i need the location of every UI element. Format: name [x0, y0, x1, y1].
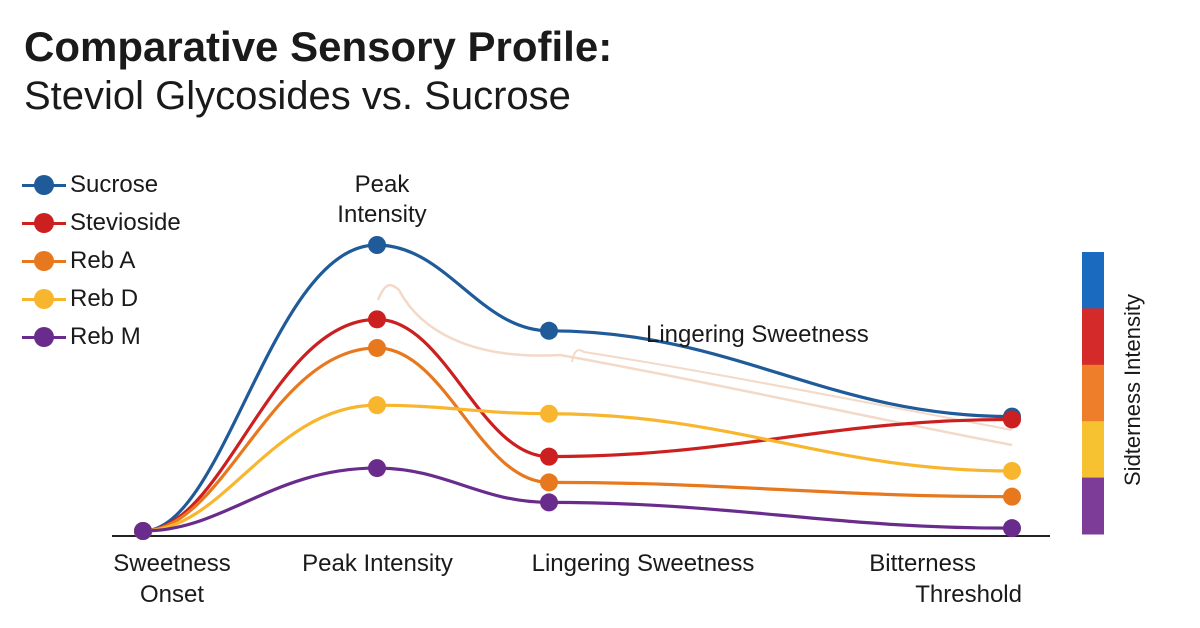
legend-label: Stevioside: [70, 209, 181, 236]
data-point-reb-a-1: [368, 338, 386, 357]
data-point-reb-m-2: [540, 493, 558, 512]
colorbar-segment: [1082, 364, 1104, 422]
legend-dot: [34, 175, 54, 195]
series-line-reb-d: [141, 403, 1014, 533]
tick-label-onset-line1: Sweetness: [113, 550, 231, 577]
data-point-stevioside-1: [368, 310, 386, 329]
series-line-sucrose: [141, 243, 1014, 533]
legend-item-reb-m: Reb M: [22, 318, 181, 356]
data-point-reb-a-2: [540, 473, 558, 492]
chart-title: Comparative Sensory Profile:: [24, 23, 613, 70]
legend: Sucrose Stevioside Reb A Reb D Reb M: [22, 166, 181, 356]
annotation-lingering: Lingering Sweetness: [646, 321, 869, 348]
data-points: [134, 236, 1021, 540]
title-block: Comparative Sensory Profile: Steviol Gly…: [24, 22, 612, 120]
colorbar-label-text: Sidterness Intensity: [1120, 294, 1146, 486]
legend-label: Reb A: [70, 247, 136, 274]
data-point-reb-d-2: [540, 404, 558, 423]
data-point-sucrose-1: [368, 236, 386, 254]
data-point-reb-m-3: [1003, 519, 1021, 538]
ghost-curves: [376, 284, 1013, 447]
data-point-reb-m-1: [368, 459, 386, 478]
legend-key-reb-m: [22, 327, 70, 347]
legend-label: Reb D: [70, 285, 139, 312]
legend-dot: [34, 327, 54, 347]
colorbar-segment: [1082, 421, 1104, 479]
chart-subtitle: Steviol Glycosides vs. Sucrose: [24, 74, 571, 118]
tick-label-peak: Peak Intensity: [302, 550, 453, 577]
legend-dot: [34, 213, 54, 233]
legend-item-reb-a: Reb A: [22, 242, 181, 280]
tick-label-onset: Sweetness Onset: [104, 548, 240, 610]
legend-key-reb-d: [22, 289, 70, 309]
legend-key-stevioside: [22, 213, 70, 233]
tick-label-onset-line2: Onset: [139, 581, 205, 608]
data-point-sucrose-2: [540, 321, 558, 340]
data-point-reb-a-3: [1003, 487, 1021, 506]
tick-label-bitterness: Bitterness Threshold: [842, 548, 1022, 610]
legend-key-sucrose: [22, 175, 70, 195]
legend-dot: [34, 289, 54, 309]
colorbar-label: Sidterness Intensity: [1120, 265, 1146, 515]
ghost-curve: [571, 349, 1013, 431]
tick-label-lingering: Lingering Sweetness: [531, 550, 755, 577]
annotation-peak-line1: Peak: [354, 171, 410, 198]
legend-key-reb-a: [22, 251, 70, 271]
legend-item-stevioside: Stevioside: [22, 204, 181, 242]
legend-item-sucrose: Sucrose: [22, 166, 181, 204]
annotation-peak-line2: Intensity: [337, 201, 427, 228]
colorbar: [1082, 252, 1104, 535]
colorbar-segment: [1082, 477, 1104, 535]
colorbar-segment: [1082, 308, 1104, 366]
legend-dot: [34, 251, 54, 271]
annotation-peak: Peak Intensity: [312, 170, 452, 230]
data-point-reb-d-3: [1003, 461, 1021, 480]
series-line-reb-m: [141, 466, 1014, 533]
legend-item-reb-d: Reb D: [22, 280, 181, 318]
tick-label-bitterness-line2: Threshold: [915, 581, 1022, 608]
tick-label-bitterness-line1: Bitterness: [869, 550, 976, 577]
legend-label: Reb M: [70, 323, 141, 350]
data-point-stevioside-3: [1003, 410, 1021, 429]
data-point-stevioside-2: [540, 447, 558, 466]
ghost-curve: [376, 284, 1013, 447]
series-line-stevioside: [141, 317, 1014, 533]
legend-label: Sucrose: [70, 171, 159, 198]
series-lines: [141, 243, 1014, 533]
data-point-reb-d-1: [368, 396, 386, 415]
series-line-reb-a: [141, 346, 1014, 533]
data-point-reb-m-0: [134, 522, 152, 540]
colorbar-segment: [1082, 252, 1104, 309]
